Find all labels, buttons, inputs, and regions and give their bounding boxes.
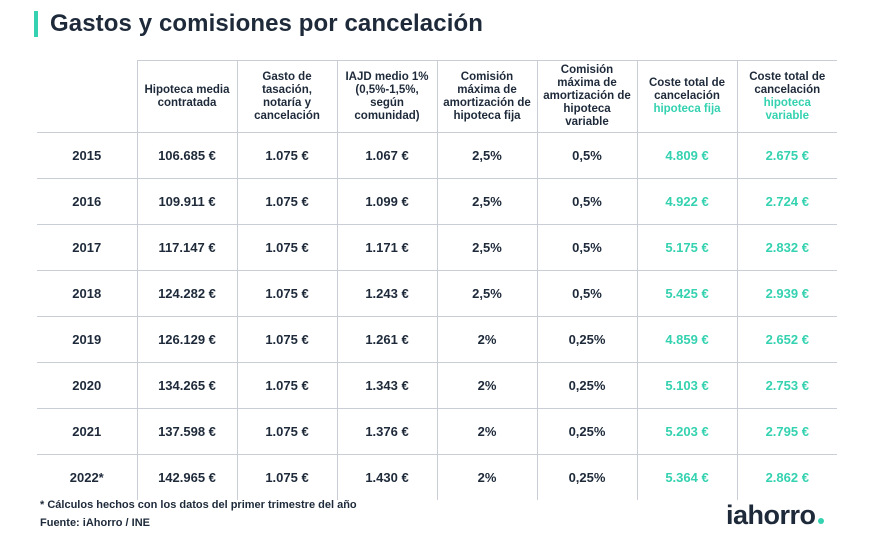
coste-variable-cell: 2.724 €	[736, 178, 837, 225]
coste-variable-cell: 2.832 €	[736, 224, 837, 271]
column-header: Comisión máxima de amortización de hipot…	[436, 60, 538, 133]
year-cell: 2021	[37, 408, 138, 455]
coste-variable-cell: 2.753 €	[736, 362, 837, 409]
comision-fija-cell: 2%	[436, 316, 538, 363]
comision-fija-cell: 2,5%	[436, 224, 538, 271]
column-header: Gasto de tasación, notaría y cancelación	[236, 60, 338, 133]
iajd-cell: 1.376 €	[336, 408, 438, 455]
hipoteca-media-cell: 117.147 €	[136, 224, 238, 271]
coste-fija-cell: 5.175 €	[636, 224, 738, 271]
footnote: * Cálculos hechos con los datos del prim…	[40, 499, 357, 511]
year-cell: 2016	[37, 178, 138, 225]
iajd-cell: 1.171 €	[336, 224, 438, 271]
comision-fija-cell: 2,5%	[436, 178, 538, 225]
table-row: 2017 117.147 €1.075 €1.171 €2,5% 0,5% 5.175…	[37, 224, 837, 271]
table-row: 2022* 142.965 €1.075 €1.430 €2% 0,25% 5.364…	[37, 454, 837, 500]
hipoteca-media-cell: 109.911 €	[136, 178, 238, 225]
comision-variable-cell: 0,5%	[536, 178, 638, 225]
comision-fija-cell: 2%	[436, 408, 538, 455]
table-row: 2020 134.265 €1.075 €1.343 €2% 0,25% 5.103 …	[37, 362, 837, 409]
hipoteca-media-cell: 142.965 €	[136, 454, 238, 500]
year-cell: 2018	[37, 270, 138, 317]
gasto-cell: 1.075 €	[236, 408, 338, 455]
coste-variable-cell: 2.652 €	[736, 316, 837, 363]
coste-fija-cell: 4.859 €	[636, 316, 738, 363]
gasto-cell: 1.075 €	[236, 362, 338, 409]
column-header: Comisión máxima de amortización de hipot…	[536, 60, 638, 133]
coste-fija-cell: 5.103 €	[636, 362, 738, 409]
comision-variable-cell: 0,25%	[536, 454, 638, 500]
coste-variable-cell: 2.795 €	[736, 408, 837, 455]
comision-variable-cell: 0,5%	[536, 270, 638, 317]
table-row: 2018 124.282 €1.075 €1.243 €2,5% 0,5% 5.425…	[37, 270, 837, 317]
iajd-cell: 1.099 €	[336, 178, 438, 225]
costs-table: Hipoteca media contratada Gasto de tasac…	[37, 60, 837, 500]
comision-fija-cell: 2%	[436, 362, 538, 409]
hipoteca-media-cell: 137.598 €	[136, 408, 238, 455]
year-cell: 2017	[37, 224, 138, 271]
year-cell: 2020	[37, 362, 138, 409]
iahorro-logo: iahorro	[726, 500, 824, 531]
table-row: 2019 126.129 €1.075 €1.261 €2% 0,25% 4.859 …	[37, 316, 837, 363]
iajd-cell: 1.243 €	[336, 270, 438, 317]
coste-variable-cell: 2.862 €	[736, 454, 837, 500]
gasto-cell: 1.075 €	[236, 316, 338, 363]
comision-variable-cell: 0,5%	[536, 224, 638, 271]
column-header: Coste total de cancelación hipoteca varia…	[736, 60, 837, 133]
logo-dot-icon	[817, 518, 824, 524]
iajd-cell: 1.067 €	[336, 132, 438, 179]
gasto-cell: 1.075 €	[236, 178, 338, 225]
gasto-cell: 1.075 €	[236, 270, 338, 317]
coste-fija-cell: 4.809 €	[636, 132, 738, 179]
comision-variable-cell: 0,25%	[536, 316, 638, 363]
title-accent-bar	[34, 11, 38, 37]
column-header: Coste total de cancelación hipoteca fija	[636, 60, 738, 133]
column-header: IAJD medio 1% (0,5%-1,5%, según comunida…	[336, 60, 438, 133]
table-row: 2016 109.911 €1.075 €1.099 €2,5% 0,5% 4.922…	[37, 178, 837, 225]
header-corner-cell	[37, 60, 138, 133]
hipoteca-media-cell: 134.265 €	[136, 362, 238, 409]
comision-variable-cell: 0,25%	[536, 408, 638, 455]
iajd-cell: 1.430 €	[336, 454, 438, 500]
coste-variable-cell: 2.939 €	[736, 270, 837, 317]
year-cell: 2019	[37, 316, 138, 363]
coste-variable-cell: 2.675 €	[736, 132, 837, 179]
iajd-cell: 1.261 €	[336, 316, 438, 363]
comision-variable-cell: 0,5%	[536, 132, 638, 179]
hipoteca-media-cell: 106.685 €	[136, 132, 238, 179]
table-row: 2021 137.598 €1.075 €1.376 €2% 0,25% 5.203 …	[37, 408, 837, 455]
gasto-cell: 1.075 €	[236, 132, 338, 179]
comision-fija-cell: 2,5%	[436, 270, 538, 317]
title-block: Gastos y comisiones por cancelación	[34, 10, 483, 38]
coste-fija-cell: 5.425 €	[636, 270, 738, 317]
coste-fija-cell: 5.203 €	[636, 408, 738, 455]
coste-fija-cell: 4.922 €	[636, 178, 738, 225]
table-header-row: Hipoteca media contratada Gasto de tasac…	[37, 60, 837, 133]
coste-fija-cell: 5.364 €	[636, 454, 738, 500]
iajd-cell: 1.343 €	[336, 362, 438, 409]
comision-fija-cell: 2,5%	[436, 132, 538, 179]
comision-fija-cell: 2%	[436, 454, 538, 500]
source-note: Fuente: iAhorro / INE	[40, 517, 150, 529]
hipoteca-media-cell: 124.282 €	[136, 270, 238, 317]
year-cell: 2022*	[37, 454, 138, 500]
comision-variable-cell: 0,25%	[536, 362, 638, 409]
gasto-cell: 1.075 €	[236, 454, 338, 500]
table-row: 2015 106.685 €1.075 €1.067 €2,5% 0,5% 4.809…	[37, 132, 837, 179]
column-header: Hipoteca media contratada	[136, 60, 238, 133]
year-cell: 2015	[37, 132, 138, 179]
gasto-cell: 1.075 €	[236, 224, 338, 271]
hipoteca-media-cell: 126.129 €	[136, 316, 238, 363]
page-title: Gastos y comisiones por cancelación	[50, 10, 483, 37]
